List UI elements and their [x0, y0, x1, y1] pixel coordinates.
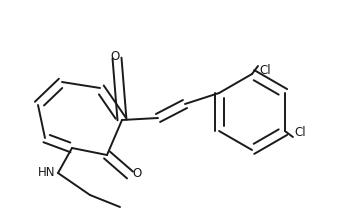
Text: O: O — [132, 167, 141, 180]
Text: Cl: Cl — [259, 64, 271, 77]
Text: HN: HN — [37, 166, 55, 179]
Text: O: O — [111, 50, 120, 63]
Text: Cl: Cl — [294, 126, 306, 139]
